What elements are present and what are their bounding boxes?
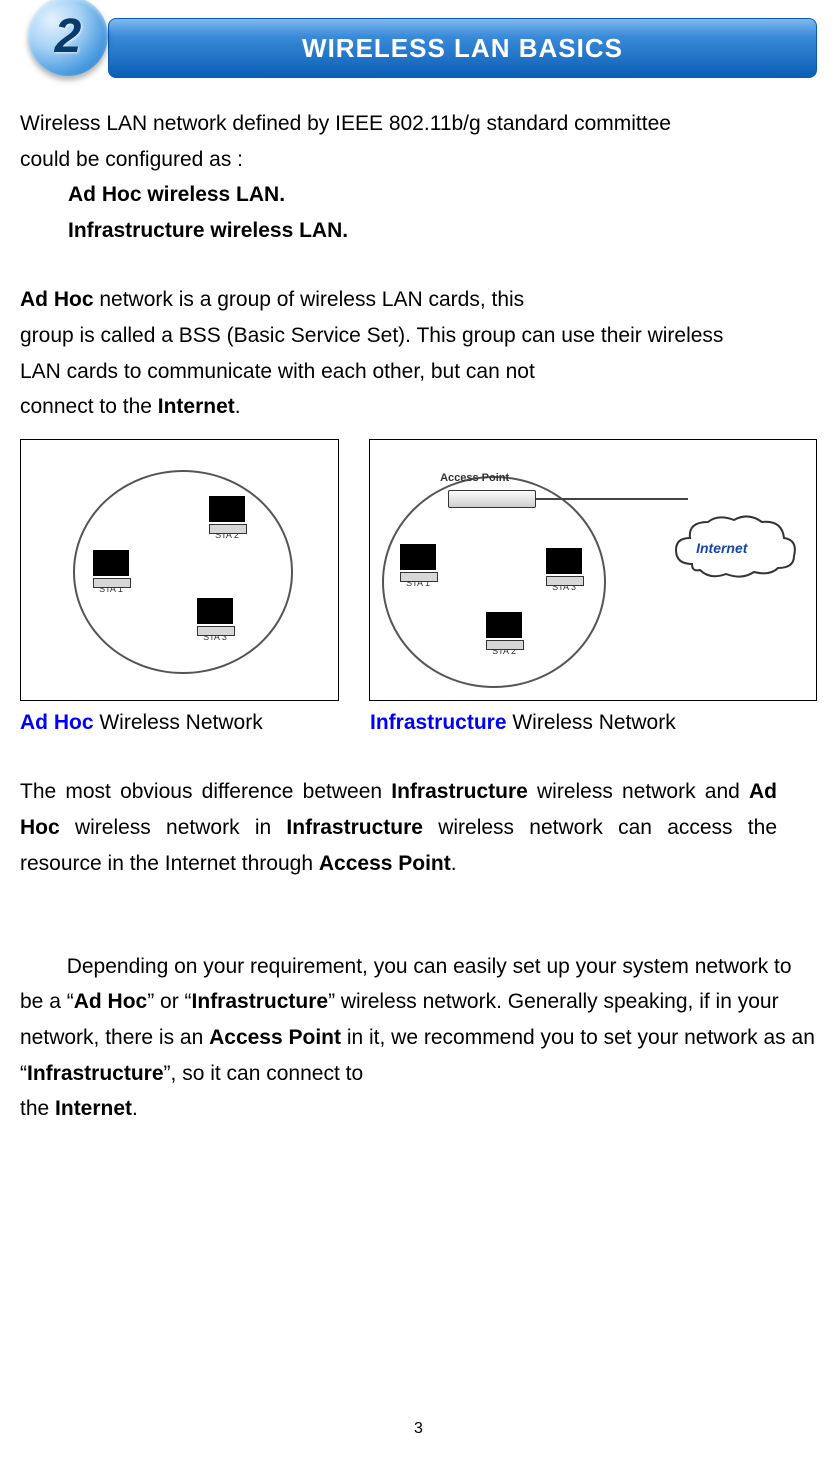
diagrams-row: STA 1 STA 2 STA 3 Access Point Internet ST… <box>20 439 817 701</box>
intro-line2: could be configured as : <box>20 148 243 171</box>
rec-b4: Infrastructure <box>27 1062 164 1085</box>
computer-icon <box>197 598 233 630</box>
adhoc-seg1: network is a group of wireless LAN cards… <box>94 288 525 311</box>
adhoc-paragraph: Ad Hoc network is a group of wireless LA… <box>20 282 817 425</box>
diff-b1: Infrastructure <box>391 780 528 803</box>
computer-icon <box>400 544 436 576</box>
page-number: 3 <box>0 1420 837 1438</box>
adhoc-seg3: LAN cards to communicate with each other… <box>20 360 535 383</box>
computer-icon <box>546 548 582 580</box>
station-sta3: STA 3 <box>191 598 239 642</box>
rec-seg5: ”, so it can connect to <box>164 1062 364 1085</box>
station-sta2: STA 2 <box>480 612 528 656</box>
access-point-label: Access Point <box>440 472 509 484</box>
badge-number: 2 <box>28 0 108 76</box>
banner-title: WIRELESS LAN BASICS <box>108 18 817 78</box>
diagram-adhoc: STA 1 STA 2 STA 3 <box>20 439 339 701</box>
bullet-infrastructure: Infrastructure wireless LAN. <box>20 213 817 249</box>
recommendation-paragraph: Depending on your requirement, you can e… <box>20 949 817 1127</box>
station-sta1: STA 1 <box>87 550 135 594</box>
caption-infrastructure: Infrastructure Wireless Network <box>370 705 817 741</box>
rec-b3: Access Point <box>209 1026 341 1049</box>
badge-wrap: 2 <box>20 0 120 86</box>
caption-adhoc-term: Ad Hoc <box>20 711 94 734</box>
adhoc-seg4b: Internet <box>158 395 235 418</box>
internet-cloud-label: Internet <box>696 540 747 556</box>
computer-icon <box>93 550 129 582</box>
caption-adhoc-rest: Wireless Network <box>94 711 263 734</box>
adhoc-seg4post: . <box>235 395 241 418</box>
station-sta1: STA 1 <box>394 544 442 588</box>
diff-b3: Infrastructure <box>286 816 423 839</box>
section-banner: 2 WIRELESS LAN BASICS <box>20 10 817 86</box>
diff-seg3: wireless network in <box>60 816 287 839</box>
diff-seg5: . <box>451 852 457 875</box>
station-sta3: STA 3 <box>540 548 588 592</box>
access-point-icon <box>448 490 536 508</box>
caption-infra-rest: Wireless Network <box>507 711 676 734</box>
station-sta2: STA 2 <box>203 496 251 540</box>
intro-paragraph: Wireless LAN network defined by IEEE 802… <box>20 106 817 249</box>
rec-b2: Infrastructure <box>192 990 329 1013</box>
bullet-adhoc: Ad Hoc wireless LAN. <box>20 177 817 213</box>
adhoc-seg4pre: connect to the <box>20 395 158 418</box>
caption-adhoc: Ad Hoc Wireless Network <box>20 705 370 741</box>
caption-infra-term: Infrastructure <box>370 711 507 734</box>
adhoc-seg2: group is called a BSS (Basic Service Set… <box>20 324 723 347</box>
rec-seg6post: . <box>132 1097 138 1120</box>
intro-line1: Wireless LAN network defined by IEEE 802… <box>20 112 671 135</box>
document-page: 2 WIRELESS LAN BASICS Wireless LAN netwo… <box>0 0 837 1450</box>
diff-seg1: The most obvious difference between <box>20 780 391 803</box>
diagram-infrastructure: Access Point Internet STA 1 STA 2 STA 3 <box>369 439 817 701</box>
computer-icon <box>209 496 245 528</box>
difference-paragraph: The most obvious difference between Infr… <box>20 774 817 881</box>
rec-b1: Ad Hoc <box>74 990 148 1013</box>
rec-seg2: ” or “ <box>147 990 191 1013</box>
rec-indent <box>20 955 67 978</box>
diff-b4: Access Point <box>319 852 451 875</box>
diagram-captions: Ad Hoc Wireless Network Infrastructure W… <box>20 705 817 741</box>
computer-icon <box>486 612 522 644</box>
rec-seg6b: Internet <box>55 1097 132 1120</box>
rec-seg6pre: the <box>20 1097 55 1120</box>
adhoc-term: Ad Hoc <box>20 288 94 311</box>
connector-line <box>536 498 688 500</box>
diff-seg2: wireless network and <box>528 780 749 803</box>
